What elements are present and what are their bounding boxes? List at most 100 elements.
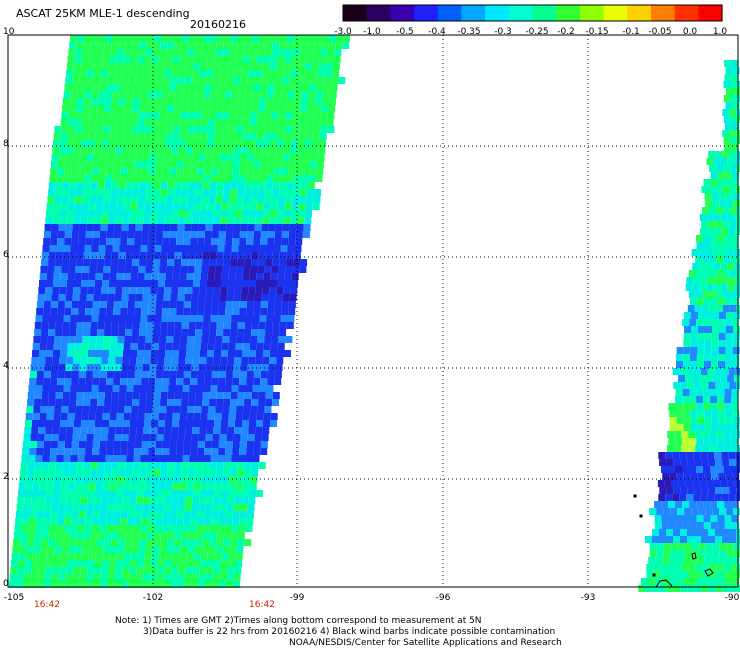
data-cell	[134, 168, 142, 175]
data-cell	[270, 203, 278, 210]
data-cell	[58, 364, 66, 371]
data-cell	[130, 483, 138, 490]
data-cell	[75, 112, 83, 119]
data-cell	[207, 413, 215, 420]
data-cell	[126, 175, 134, 182]
data-cell	[158, 560, 165, 567]
data-cell	[251, 329, 259, 336]
data-cell	[179, 119, 187, 126]
data-cell	[307, 42, 315, 49]
data-cell	[43, 308, 51, 315]
data-cell	[129, 217, 137, 224]
data-cell	[230, 399, 238, 406]
data-cell	[246, 518, 254, 525]
data-cell	[21, 525, 29, 532]
data-cell	[251, 259, 259, 266]
data-cell	[74, 210, 81, 217]
data-cell	[272, 259, 280, 266]
data-cell	[120, 301, 128, 308]
data-cell	[272, 392, 280, 399]
data-cell	[287, 245, 295, 252]
data-cell	[130, 119, 138, 126]
data-cell	[16, 504, 24, 511]
data-cell	[189, 245, 197, 252]
data-cell	[165, 280, 172, 287]
data-cell	[32, 420, 39, 427]
data-cell	[725, 417, 733, 424]
data-cell	[91, 35, 98, 42]
data-cell	[145, 336, 153, 343]
data-cell	[720, 284, 728, 291]
note-line-3: NOAA/NESDIS/Center for Satellite Applica…	[289, 638, 562, 648]
data-cell	[188, 539, 196, 546]
data-cell	[59, 357, 67, 364]
data-cell	[149, 294, 157, 301]
data-cell	[732, 361, 739, 368]
data-cell	[274, 301, 282, 308]
data-cell	[246, 371, 254, 378]
data-cell	[61, 266, 69, 273]
data-cell	[15, 511, 23, 518]
data-cell	[235, 56, 243, 63]
data-cell	[92, 301, 100, 308]
data-cell	[165, 350, 172, 357]
data-cell	[188, 105, 196, 112]
data-cell	[669, 417, 677, 424]
data-cell	[103, 49, 111, 56]
data-cell	[278, 196, 286, 203]
data-cell	[259, 315, 267, 322]
data-cell	[190, 161, 198, 168]
data-cell	[248, 287, 256, 294]
data-cell	[240, 224, 248, 231]
data-cell	[94, 357, 102, 364]
data-cell	[227, 567, 235, 574]
data-cell	[220, 357, 228, 364]
data-cell	[143, 567, 151, 574]
data-cell	[278, 126, 286, 133]
data-cell	[52, 217, 60, 224]
data-cell	[244, 259, 252, 266]
data-cell	[287, 315, 295, 322]
data-cell	[260, 448, 268, 455]
data-cell	[716, 291, 724, 298]
data-cell	[181, 329, 189, 336]
data-cell	[232, 168, 240, 175]
data-cell	[137, 203, 145, 210]
data-cell	[249, 140, 256, 147]
data-cell	[241, 427, 249, 434]
data-cell	[724, 438, 732, 445]
data-cell	[199, 287, 207, 294]
data-cell	[194, 336, 202, 343]
data-cell	[172, 140, 179, 147]
data-cell	[125, 98, 133, 105]
data-cell	[717, 466, 724, 473]
data-cell	[285, 49, 293, 56]
data-cell	[131, 476, 139, 483]
data-cell	[297, 217, 305, 224]
data-cell	[243, 49, 251, 56]
data-cell	[184, 154, 192, 161]
data-cell	[711, 424, 719, 431]
data-cell	[716, 270, 724, 277]
data-cell	[689, 396, 697, 403]
data-cell	[137, 553, 145, 560]
data-cell	[707, 494, 715, 501]
data-cell	[245, 175, 253, 182]
data-cell	[68, 476, 76, 483]
data-cell	[200, 420, 207, 427]
data-cell	[237, 539, 245, 546]
data-cell	[276, 217, 284, 224]
data-cell	[263, 413, 271, 420]
data-cell	[105, 245, 113, 252]
data-cell	[258, 462, 266, 469]
data-cell	[164, 357, 172, 364]
data-cell	[709, 431, 717, 438]
data-cell	[104, 399, 112, 406]
data-cell	[157, 217, 165, 224]
data-cell	[131, 112, 139, 119]
data-cell	[731, 466, 738, 473]
data-cell	[714, 368, 722, 375]
data-cell	[668, 403, 676, 410]
data-cell	[196, 91, 204, 98]
data-cell	[705, 312, 712, 319]
